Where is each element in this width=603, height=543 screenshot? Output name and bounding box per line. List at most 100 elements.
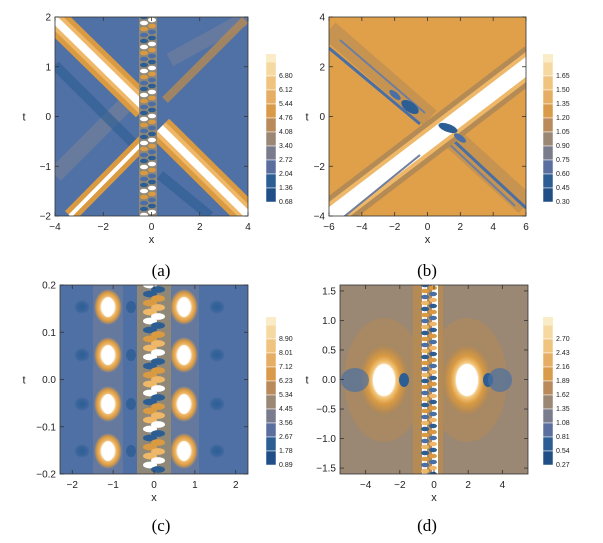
legend-value: 0.68 bbox=[279, 199, 293, 206]
x-tick-label: −4 bbox=[356, 222, 368, 233]
legend-swatch bbox=[542, 131, 554, 147]
y-tick-label: 1.0 bbox=[322, 316, 336, 327]
x-tick-label: 4 bbox=[245, 222, 251, 233]
legend-value: 1.20 bbox=[556, 115, 570, 122]
y-tick-label: −1.0 bbox=[316, 434, 336, 445]
y-tick-label: 0.1 bbox=[42, 328, 56, 339]
legend-swatch bbox=[265, 117, 277, 133]
legend-value: 1.08 bbox=[556, 420, 570, 427]
legend-swatch bbox=[265, 145, 277, 161]
x-tick-label: 1 bbox=[192, 480, 198, 491]
legend-swatch bbox=[265, 408, 277, 424]
legend-value: 0.27 bbox=[556, 462, 570, 469]
y-tick-label: −0.5 bbox=[316, 405, 336, 416]
x-tick-label: −2 bbox=[394, 480, 406, 491]
panel-c: −2 −1 0 1 2 −0.2 −0.1 0.0 0.1 0.2 x t 8.90 8.01 7.12 6… bbox=[22, 281, 292, 536]
legend-swatch-top bbox=[266, 317, 276, 325]
x-tick-label: 6 bbox=[523, 222, 529, 233]
x-axis-label: x bbox=[149, 234, 155, 246]
legend-value: 1.05 bbox=[556, 129, 570, 136]
legend-swatch bbox=[542, 352, 554, 368]
legend-swatch bbox=[542, 61, 554, 77]
panel-b-contours bbox=[329, 22, 526, 216]
legend-swatch bbox=[265, 187, 277, 203]
y-tick-label: 0.5 bbox=[322, 345, 336, 356]
x-tick-label: 0 bbox=[431, 480, 437, 491]
legend-value: 8.90 bbox=[279, 336, 293, 343]
panel-a-contours bbox=[55, 17, 248, 216]
legend-swatch bbox=[265, 324, 277, 340]
legend-value: 2.04 bbox=[279, 171, 293, 178]
legend-value: 1.35 bbox=[556, 101, 570, 108]
y-tick-label: 1.5 bbox=[322, 286, 336, 297]
legend-value: 4.08 bbox=[279, 129, 293, 136]
legend-value: 3.40 bbox=[279, 143, 293, 150]
legend-value: 0.45 bbox=[556, 185, 570, 192]
legend-value: 0.60 bbox=[556, 171, 570, 178]
x-tick-label: 4 bbox=[500, 480, 506, 491]
legend-swatch bbox=[265, 422, 277, 438]
panel-c-legend: 8.90 8.01 7.12 6.23 5.34 4.45 3.56 2.67 1.78 0.89 bbox=[265, 317, 293, 469]
legend-value: 0.89 bbox=[279, 462, 293, 469]
x-tick-label: −4 bbox=[49, 222, 61, 233]
legend-swatch bbox=[542, 75, 554, 91]
y-tick-label: −0.2 bbox=[36, 470, 56, 481]
panel-d-axes: −4 −2 0 2 4 −1.5 −1.0 −0.5 0.0 0.5 1.0 1.5 x t bbox=[305, 285, 528, 504]
legend-value: 6.12 bbox=[279, 87, 293, 94]
x-tick-label: −2 bbox=[98, 222, 110, 233]
x-tick-label: 2 bbox=[233, 480, 239, 491]
legend-swatch-top bbox=[543, 317, 553, 325]
legend-value: 8.01 bbox=[279, 350, 293, 357]
legend-value: 2.67 bbox=[279, 434, 293, 441]
legend-value: 1.35 bbox=[556, 406, 570, 413]
legend-swatch bbox=[542, 394, 554, 410]
legend-swatch bbox=[265, 394, 277, 410]
legend-swatch bbox=[542, 173, 554, 189]
x-axis-label: x bbox=[431, 492, 437, 504]
legend-swatch bbox=[542, 89, 554, 105]
legend-value: 0.81 bbox=[556, 434, 570, 441]
y-tick-label: 0.2 bbox=[42, 281, 56, 292]
legend-value: 4.45 bbox=[279, 406, 293, 413]
panel-b-caption: (b) bbox=[417, 261, 437, 280]
y-tick-label: 0 bbox=[319, 112, 325, 123]
y-axis-label: t bbox=[22, 375, 25, 387]
legend-swatch bbox=[265, 338, 277, 354]
legend-swatch bbox=[542, 103, 554, 119]
y-axis-label: t bbox=[22, 112, 25, 124]
legend-swatch bbox=[542, 422, 554, 438]
legend-value: 2.72 bbox=[279, 157, 293, 164]
legend-value: 2.70 bbox=[556, 336, 570, 343]
legend-swatch bbox=[265, 450, 277, 466]
legend-swatch bbox=[265, 436, 277, 452]
y-tick-label: 0 bbox=[45, 112, 51, 123]
y-tick-label: −1 bbox=[40, 162, 52, 173]
x-tick-label: 2 bbox=[458, 222, 464, 233]
legend-value: 6.23 bbox=[279, 378, 293, 385]
y-tick-label: 4 bbox=[319, 13, 325, 24]
x-tick-label: −1 bbox=[107, 480, 119, 491]
x-tick-label: −2 bbox=[389, 222, 401, 233]
legend-swatch bbox=[265, 131, 277, 147]
legend-swatch bbox=[542, 187, 554, 203]
legend-swatch bbox=[542, 338, 554, 354]
legend-value: 0.30 bbox=[556, 199, 570, 206]
panel-d-legend: 2.70 2.43 2.16 1.89 1.62 1.35 1.08 0.81 0.54 0.27 bbox=[542, 317, 570, 469]
y-tick-label: −4 bbox=[314, 212, 326, 223]
y-tick-label: −2 bbox=[40, 212, 52, 223]
x-tick-label: −2 bbox=[67, 480, 79, 491]
panel-a-caption: (a) bbox=[152, 261, 171, 280]
legend-value: 0.54 bbox=[556, 448, 570, 455]
y-tick-label: 0.0 bbox=[322, 375, 336, 386]
panel-d-caption: (d) bbox=[417, 516, 437, 535]
x-tick-label: 0 bbox=[151, 480, 157, 491]
legend-value: 6.80 bbox=[279, 73, 293, 80]
legend-swatch bbox=[542, 145, 554, 161]
x-tick-label: 2 bbox=[465, 480, 471, 491]
panel-c-caption: (c) bbox=[152, 516, 171, 535]
legend-swatch-top bbox=[543, 54, 553, 62]
panel-c-contours bbox=[74, 285, 225, 474]
